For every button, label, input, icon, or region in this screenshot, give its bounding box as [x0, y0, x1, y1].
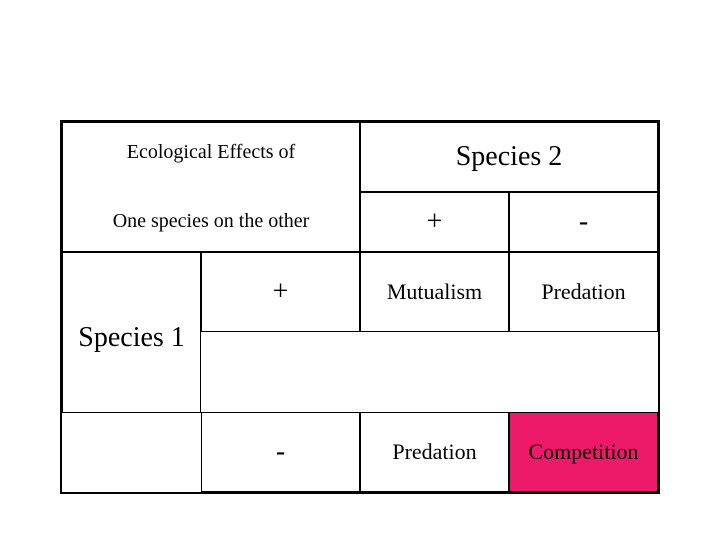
predation-label-2: Predation — [392, 439, 476, 465]
plus-sign: + — [427, 206, 443, 238]
title-cell-line2: One species on the other — [62, 192, 360, 252]
title-cell: Ecological Effects of — [62, 122, 360, 192]
plus-sign: + — [273, 276, 289, 308]
predation-label-1: Predation — [541, 279, 625, 305]
species1-label: Species 1 — [62, 322, 202, 354]
species1-header-cont: Species 1 — [62, 412, 201, 413]
cell-plus-minus: Predation — [509, 252, 658, 332]
minus-sign: - — [579, 206, 588, 238]
cell-minus-minus: Competition — [509, 412, 658, 492]
title-line-2: One species on the other — [113, 206, 310, 233]
body-row-minus: Species 1 - Predation Competition — [62, 412, 658, 492]
competition-label: Competition — [529, 439, 639, 465]
header-row-1: Ecological Effects of Species 2 — [62, 122, 658, 192]
column-plus-header: + — [360, 192, 509, 252]
mutualism-label: Mutualism — [387, 279, 482, 305]
species2-label: Species 2 — [456, 141, 563, 173]
cell-minus-plus: Predation — [360, 412, 509, 492]
species2-header: Species 2 — [360, 122, 658, 192]
row-minus-header: - — [201, 412, 360, 492]
title-line-1: Ecological Effects of — [127, 141, 295, 168]
cell-plus-plus: Mutualism — [360, 252, 509, 332]
column-minus-header: - — [509, 192, 658, 252]
row-plus-header: + — [201, 252, 360, 332]
interaction-table: Ecological Effects of Species 2 One spec… — [60, 120, 660, 494]
minus-sign: - — [276, 436, 285, 468]
header-row-2: One species on the other + - — [62, 192, 658, 252]
